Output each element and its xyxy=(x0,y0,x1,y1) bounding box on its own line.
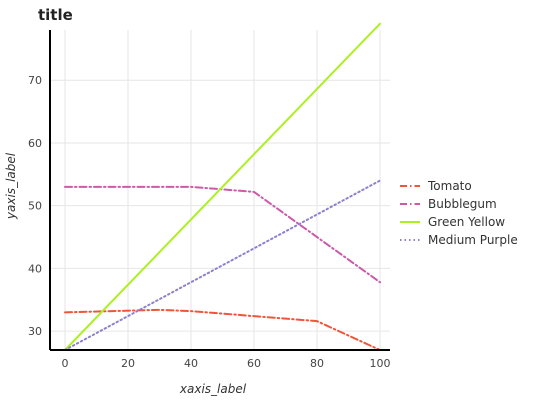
series-line-medium-purple xyxy=(64,179,381,351)
x-tick-label: 80 xyxy=(310,357,324,370)
x-tick-label: 40 xyxy=(184,357,198,370)
legend-label-bubblegum: Bubblegum xyxy=(428,197,497,211)
y-tick-label: 60 xyxy=(28,137,42,150)
y-tick-label: 40 xyxy=(28,262,42,275)
series-layer xyxy=(64,22,381,351)
y-tick-label: 50 xyxy=(28,200,42,213)
chart-title: title xyxy=(38,6,73,24)
x-tick-label: 100 xyxy=(370,357,391,370)
x-axis-title: xaxis_label xyxy=(179,382,247,396)
legend-label-medium-purple: Medium Purple xyxy=(428,233,518,247)
legend: Tomato Bubblegum Green Yellow Medium Purple xyxy=(400,179,518,247)
tick-labels: 0 20 40 60 80 100 30 40 50 60 70 xyxy=(28,74,391,370)
series-line-green-yellow xyxy=(64,22,381,351)
y-axis-title: yaxis_label xyxy=(4,152,18,220)
grid xyxy=(50,30,390,350)
legend-label-tomato: Tomato xyxy=(427,179,472,193)
series-line-bubblegum xyxy=(64,185,381,284)
x-tick-label: 20 xyxy=(121,357,135,370)
series-line-tomato xyxy=(64,308,381,351)
y-tick-label: 70 xyxy=(28,74,42,87)
axes xyxy=(49,30,390,351)
x-tick-label: 60 xyxy=(247,357,261,370)
x-tick-label: 0 xyxy=(62,357,69,370)
legend-label-green-yellow: Green Yellow xyxy=(428,215,505,229)
y-tick-label: 30 xyxy=(28,325,42,338)
